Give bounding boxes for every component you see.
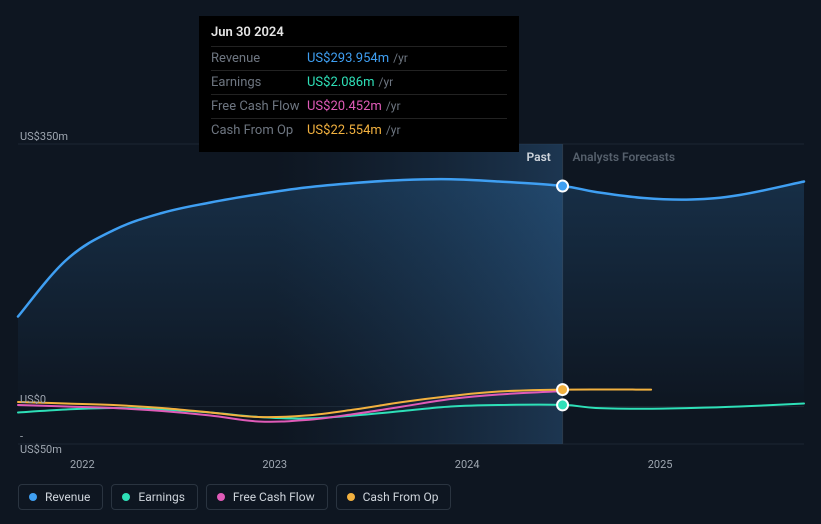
legend-dot-icon [347,493,355,501]
legend-item-label: Free Cash Flow [233,490,315,504]
legend-dot-icon [217,493,225,501]
tooltip-row-unit: /yr [379,73,394,91]
xtick-label: 2022 [70,458,95,471]
ytick-label: US$0 [0,393,56,406]
tooltip-row: Cash From Op US$22.554m /yr [211,118,507,142]
tooltip-row-unit: /yr [386,97,401,115]
tooltip-row-label: Revenue [211,50,307,68]
xtick-label: 2025 [648,458,673,471]
tooltip-row-value: US$2.086m [307,74,375,92]
tooltip-row-value: US$293.954m [307,50,389,68]
tooltip-date: Jun 30 2024 [211,24,507,46]
xtick-label: 2024 [455,458,480,471]
legend-item-label: Earnings [138,490,185,504]
legend-item-label: Revenue [45,490,90,504]
tooltip-row: Free Cash Flow US$20.452m /yr [211,94,507,118]
tooltip-row-unit: /yr [386,121,401,139]
legend-dot-icon [29,493,37,501]
chart-legend: Revenue Earnings Free Cash Flow Cash Fro… [18,484,451,510]
tooltip-row-unit: /yr [393,49,408,67]
legend-dot-icon [122,493,130,501]
xtick-label: 2023 [262,458,287,471]
legend-item-label: Cash From Op [363,490,439,504]
legend-item-cash-from-op[interactable]: Cash From Op [336,484,452,510]
tooltip-row-value: US$22.554m [307,122,382,140]
tooltip-row: Earnings US$2.086m /yr [211,70,507,94]
legend-item-revenue[interactable]: Revenue [18,484,103,510]
tooltip-row: Revenue US$293.954m /yr [211,46,507,70]
ytick-label: -US$50m [0,430,56,456]
forecast-region-label: Analysts Forecasts [573,150,675,164]
chart-tooltip: Jun 30 2024 Revenue US$293.954m /yr Earn… [199,16,519,152]
tooltip-row-label: Free Cash Flow [211,98,307,116]
legend-item-earnings[interactable]: Earnings [111,484,198,510]
tooltip-row-value: US$20.452m [307,98,382,116]
tooltip-row-label: Cash From Op [211,122,307,140]
past-region-label: Past [527,150,551,164]
tooltip-row-label: Earnings [211,74,307,92]
legend-item-free-cash-flow[interactable]: Free Cash Flow [206,484,328,510]
ytick-label: US$350m [0,130,56,143]
